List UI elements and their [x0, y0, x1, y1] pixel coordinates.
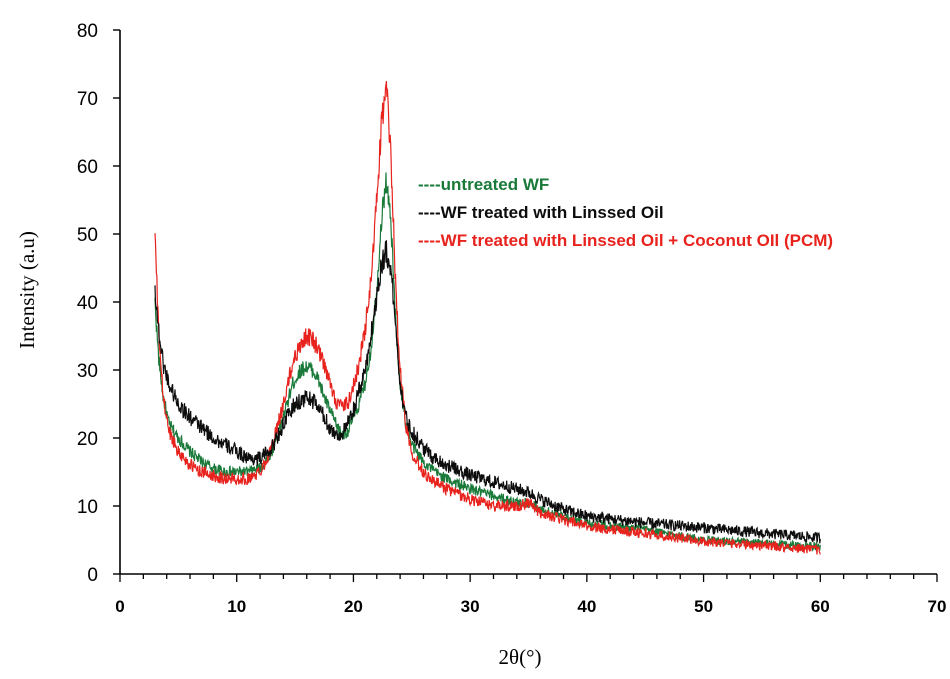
y-tick-label: 40 — [77, 293, 98, 314]
x-tick-label: 30 — [461, 597, 480, 616]
legend-entry-linseed-coconut-pcm: ----WF treated with Linssed Oil + Coconu… — [418, 231, 833, 250]
y-tick-label: 20 — [77, 429, 98, 450]
legend-prefix: ---- — [418, 231, 441, 250]
series-layer — [154, 81, 821, 555]
legend-label: untreated WF — [441, 175, 550, 194]
x-tick-label: 40 — [577, 597, 596, 616]
x-tick-label: 60 — [811, 597, 830, 616]
legend-label: WF treated with Linssed Oil — [441, 203, 664, 222]
legend-entry-untreated-wf: ----untreated WF — [418, 175, 549, 194]
y-tick-label: 80 — [77, 21, 98, 42]
series-line-2 — [154, 81, 821, 555]
legend: ----untreated WF ----WF treated with Lin… — [418, 175, 833, 250]
y-axis-ticks: 0 10 20 30 40 50 60 70 80 — [77, 21, 120, 586]
legend-prefix: ---- — [418, 203, 441, 222]
legend-label: WF treated with Linssed Oil + Coconut OI… — [441, 231, 833, 250]
y-tick-label: 10 — [77, 497, 98, 518]
plot-area: 0 10 20 30 40 50 60 70 0 10 20 30 40 50 60 70 80 — [77, 21, 947, 616]
x-axis-ticks: 0 10 20 30 40 50 60 70 — [115, 574, 946, 616]
y-tick-label: 70 — [77, 89, 98, 110]
x-tick-label: 70 — [928, 597, 947, 616]
x-tick-label: 0 — [115, 597, 124, 616]
series-line-0 — [154, 172, 821, 552]
x-tick-label: 20 — [344, 597, 363, 616]
y-axis-title: Intensity (a.u) — [15, 231, 39, 349]
series-line-1 — [154, 240, 821, 544]
x-tick-label: 50 — [694, 597, 713, 616]
y-tick-label: 50 — [77, 225, 98, 246]
y-tick-label: 30 — [77, 361, 98, 382]
y-tick-label: 60 — [77, 157, 98, 178]
y-tick-label: 0 — [87, 565, 98, 586]
legend-entry-linseed-oil: ----WF treated with Linssed Oil — [418, 203, 664, 222]
legend-prefix: ---- — [418, 175, 441, 194]
x-axis-title: 2θ(°) — [499, 645, 542, 669]
x-tick-label: 10 — [227, 597, 246, 616]
